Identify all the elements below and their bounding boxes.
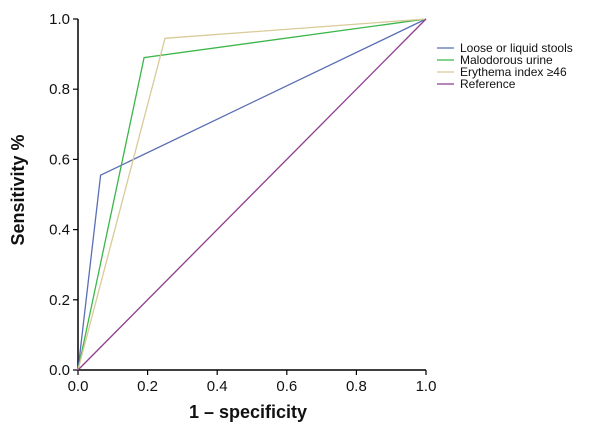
- axis-ticks: 0.0 0.2 0.4 0.6 0.8 1.0 0.0 0.2 0.4 0.6 0.8 1.0: [49, 11, 436, 395]
- series-lines: [77, 18, 427, 371]
- series-line-reference: [77, 18, 427, 371]
- legend-label: Loose or liquid stools: [460, 41, 573, 55]
- x-tick-label: 0.2: [137, 378, 158, 395]
- y-tick-label: 0.4: [49, 222, 70, 239]
- y-tick-label: 0.6: [49, 151, 70, 168]
- y-tick-label: 0.0: [49, 362, 70, 379]
- series-line-malodorous-urine: [77, 18, 427, 371]
- axes: [77, 19, 426, 371]
- legend-label: Malodorous urine: [460, 53, 553, 67]
- x-tick-label: 1.0: [416, 378, 437, 395]
- legend-label: Reference: [460, 77, 516, 91]
- x-axis-title: 1 – specificity: [189, 402, 307, 422]
- y-tick-label: 0.8: [49, 81, 70, 98]
- y-tick-label: 0.2: [49, 292, 70, 309]
- y-tick-label: 1.0: [49, 11, 70, 28]
- x-tick-label: 0.8: [346, 378, 367, 395]
- series-line-loose-or-liquid-stools: [77, 18, 427, 371]
- y-axis-title: Sensitivity %: [8, 134, 28, 245]
- legend-label: Erythema index ≥46: [460, 65, 567, 79]
- x-tick-label: 0.6: [276, 378, 297, 395]
- x-tick-label: 0.0: [68, 378, 89, 395]
- x-tick-label: 0.4: [207, 378, 228, 395]
- series-line-erythema-index-46: [77, 18, 427, 371]
